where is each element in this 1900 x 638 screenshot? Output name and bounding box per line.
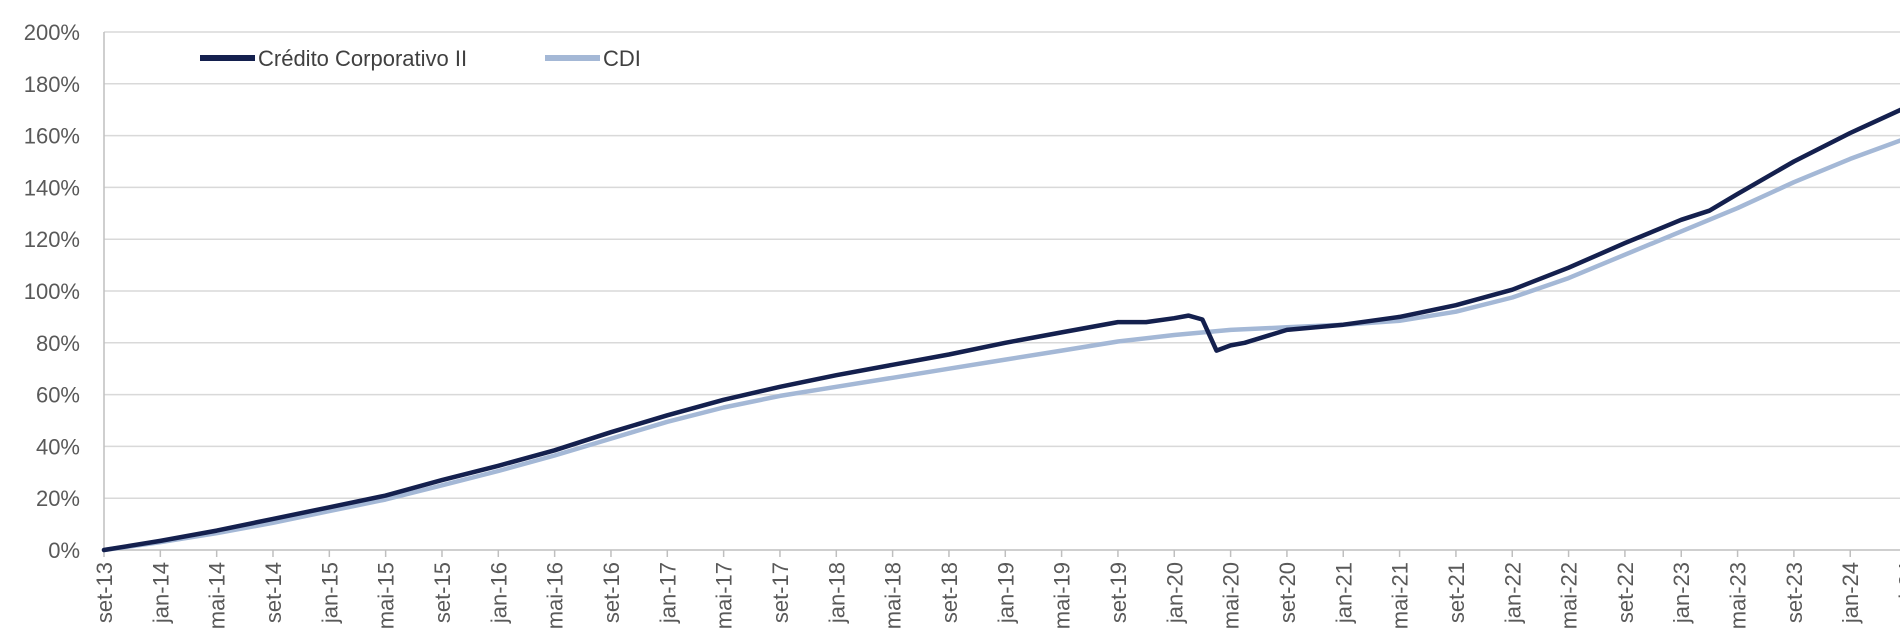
x-tick-label: set-15: [430, 562, 455, 623]
x-tick-label: mai-18: [881, 562, 906, 629]
x-tick-label: mai-20: [1219, 562, 1244, 629]
x-tick-label: jan-19: [993, 562, 1018, 624]
x-tick-label: set-16: [599, 562, 624, 623]
x-tick-label: jan-17: [655, 562, 680, 624]
x-tick-label: set-14: [261, 562, 286, 623]
x-tick-label: mai-15: [374, 562, 399, 629]
x-tick-label: set-17: [768, 562, 793, 623]
x-tick-label: mai-22: [1557, 562, 1582, 629]
y-tick-label: 160%: [24, 124, 80, 149]
y-tick-label: 20%: [36, 486, 80, 511]
y-tick-label: 120%: [24, 227, 80, 252]
x-tick-label: jan-20: [1162, 562, 1187, 624]
legend: Crédito Corporativo II CDI: [200, 46, 641, 71]
y-tick-label: 180%: [24, 72, 80, 97]
x-tick-label: jan-15: [317, 562, 342, 624]
x-tick-label: jan-21: [1331, 562, 1356, 624]
x-axis: set-13 jan-14 mai-14 set-14 jan-15 mai-15 set-…: [92, 549, 1900, 629]
x-tick-label: mai-14: [205, 562, 230, 629]
x-tick-label: mai-23: [1726, 562, 1751, 629]
x-tick-label: mai-17: [712, 562, 737, 629]
x-tick-label: set-13: [92, 562, 117, 623]
x-tick-label: jan-14: [148, 562, 173, 624]
series-line-credito-corporativo-ii: [101, 107, 1900, 553]
x-tick-label: mai-24: [1895, 562, 1900, 629]
x-tick-label: jan-18: [824, 562, 849, 624]
legend-label-credito-corporativo-ii: Crédito Corporativo II: [258, 46, 467, 71]
x-tick-label: jan-24: [1838, 562, 1863, 624]
series-lines: [101, 107, 1900, 553]
x-tick-label: set-22: [1613, 562, 1638, 623]
x-tick-label: jan-16: [486, 562, 511, 624]
y-tick-label: 140%: [24, 175, 80, 200]
y-tick-label: 200%: [24, 20, 80, 45]
y-tick-label: 40%: [36, 434, 80, 459]
y-tick-label: 0%: [48, 538, 80, 563]
y-tick-label: 100%: [24, 279, 80, 304]
y-axis: 0% 20% 40% 60% 80% 100% 120% 140% 160% 180% 200%: [24, 20, 105, 563]
x-tick-label: set-21: [1444, 562, 1469, 623]
x-tick-label: set-19: [1106, 562, 1131, 623]
x-tick-label: set-23: [1782, 562, 1807, 623]
x-tick-label: jan-22: [1500, 562, 1525, 624]
y-tick-label: 60%: [36, 383, 80, 408]
x-tick-label: mai-21: [1388, 562, 1413, 629]
x-tick-label: set-18: [937, 562, 962, 623]
series-line-cdi: [101, 138, 1900, 553]
y-tick-label: 80%: [36, 331, 80, 356]
x-tick-label: jan-23: [1669, 562, 1694, 624]
x-tick-label: mai-19: [1050, 562, 1075, 629]
x-tick-label: mai-16: [543, 562, 568, 629]
legend-label-cdi: CDI: [603, 46, 641, 71]
x-tick-label: set-20: [1275, 562, 1300, 623]
gridlines: [104, 31, 1900, 499]
